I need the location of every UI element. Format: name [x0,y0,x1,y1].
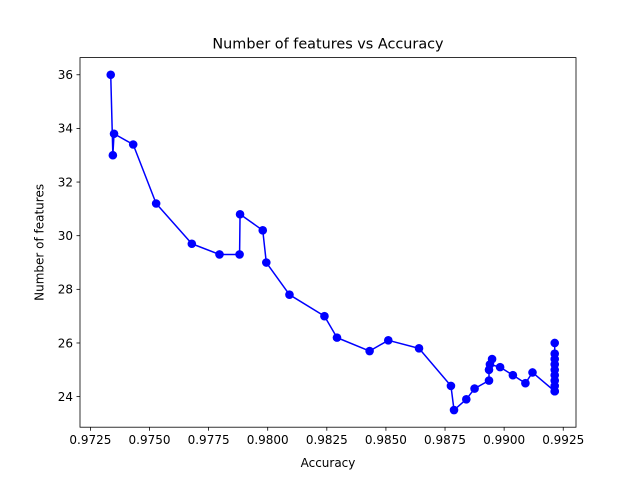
data-point [109,129,119,139]
data-point [128,140,138,149]
data-point [446,381,456,391]
x-tick-label: 0.9800 [247,433,289,447]
data-point [106,70,116,80]
plot-area [106,70,560,415]
y-tick-label: 34 [58,122,73,136]
plot-frame [79,57,577,428]
y-tick-label: 36 [58,68,73,82]
data-point [235,209,245,219]
y-axis-label: Number of features [33,184,47,301]
x-tick-label: 0.9725 [69,433,111,447]
y-tick-label: 28 [58,283,73,297]
data-point [495,362,505,372]
data-point [485,360,495,369]
data-point [108,150,118,160]
data-point [449,405,459,415]
y-tick-label: 24 [58,390,73,404]
data-point [285,290,294,300]
data-point [383,336,393,345]
x-tick-label: 0.9825 [306,433,348,447]
data-point [470,384,479,393]
data-point [332,333,342,342]
x-tick-label: 0.9875 [424,433,466,447]
y-tick-label: 32 [58,175,73,189]
data-point [462,395,471,404]
x-tick-label: 0.9850 [365,433,407,447]
data-point [187,239,197,249]
data-point [508,370,518,380]
x-tick-label: 0.9900 [483,433,525,447]
data-point [528,368,537,377]
data-point [365,346,374,356]
data-point [414,344,424,353]
x-axis: 0.9725 0.9750 0.9775 0.9800 0.9825 0.9850 0.98… [69,427,584,447]
y-tick-label: 30 [58,229,73,243]
data-point [151,199,161,208]
data-point [320,311,329,321]
data-point [550,349,560,359]
x-tick-label: 0.9750 [129,433,171,447]
data-point [484,376,494,385]
x-tick-label: 0.9775 [188,433,230,447]
series-layer [106,70,560,415]
x-tick-label: 0.9925 [542,433,584,447]
y-axis: 24 26 28 30 32 34 36 [58,68,80,404]
y-tick-label: 26 [58,336,73,350]
data-point [262,258,271,267]
data-point [521,378,530,388]
chart-title: Number of features vs Accuracy [212,37,444,53]
data-point [215,250,224,259]
x-axis-label: Accuracy [301,456,356,470]
data-point [258,226,268,235]
data-point [550,386,560,396]
data-point [550,338,560,348]
data-point [235,250,244,259]
